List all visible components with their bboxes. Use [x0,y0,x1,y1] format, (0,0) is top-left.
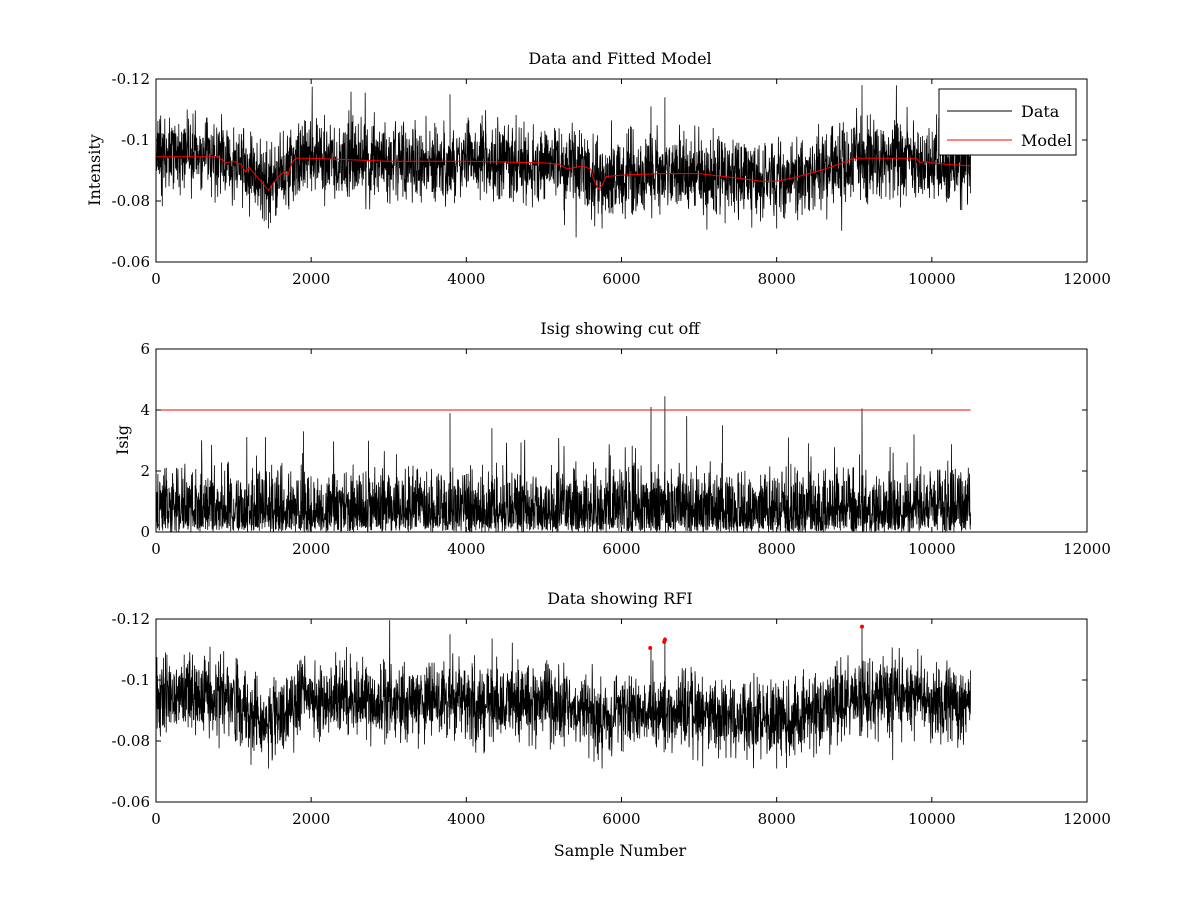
x-tick-label: 6000 [602,540,640,558]
y-tick-label: -0.12 [112,610,150,628]
x-tick-label: 12000 [1063,540,1111,558]
plot-area: 0 2000 4000 6000 8000 10000 12000 0 2 4 6 [140,340,1110,558]
x-tick-label: 4000 [447,810,485,828]
y-tick-label: -0.06 [112,793,150,811]
panel-title: Isig showing cut off [540,319,701,338]
x-tick-label: 10000 [908,270,956,288]
rfi-marker [860,624,865,629]
x-tick-label: 10000 [908,540,956,558]
plot-area: 0 2000 4000 6000 8000 10000 12000 -0.06 -0.08 -0.… [112,70,1111,288]
x-tick-label: 6000 [602,270,640,288]
x-tick-label: 2000 [292,810,330,828]
series-line-data [156,620,971,769]
x-tick-label: 0 [151,270,161,288]
y-tick-label: 0 [140,523,150,541]
panel-isig-showing-cut-off: Isig showing cut off Isig 0 2000 4000 6000 8… [113,319,1111,558]
x-tick-label: 8000 [758,810,796,828]
plot-area: 0 2000 4000 6000 8000 10000 12000 -0.06 -0.08 -0.… [112,610,1111,828]
y-tick-label: 2 [140,462,150,480]
x-tick-label: 0 [151,810,161,828]
y-tick-label: -0.1 [121,671,150,689]
y-tick-label: -0.08 [112,732,150,750]
x-tick-label: 2000 [292,540,330,558]
y-tick-label: 4 [140,401,150,419]
panel-title: Data and Fitted Model [528,49,711,68]
y-axis-label: Isig [113,425,132,455]
y-tick-label: 6 [140,340,150,358]
series-group [156,396,971,532]
x-tick-label: 2000 [292,270,330,288]
legend-label-model: Model [1021,131,1072,150]
rfi-marker [648,645,653,650]
y-axis-label: Intensity [85,134,104,206]
series-line-model [156,156,971,192]
legend: Data Model [938,88,1077,156]
x-tick-label: 12000 [1063,810,1111,828]
series-group [156,85,971,238]
x-tick-label: 8000 [758,540,796,558]
x-tick-label: 0 [151,540,161,558]
legend-label-data: Data [1021,102,1060,121]
legend-box [938,88,1077,156]
x-tick-label: 4000 [447,540,485,558]
series-line-isig [156,396,971,532]
rfi-marker [662,637,667,642]
series-line-data [156,85,971,238]
y-tick-label: -0.06 [112,253,150,271]
panel-data-showing-rfi: Data showing RFI Sample Number 0 2000 4000… [112,589,1111,860]
series-group [156,620,971,769]
x-tick-label: 4000 [447,270,485,288]
y-tick-label: -0.08 [112,192,150,210]
y-tick-label: -0.12 [112,70,150,88]
x-tick-label: 8000 [758,270,796,288]
x-tick-label: 10000 [908,810,956,828]
x-tick-label: 6000 [602,810,640,828]
x-tick-label: 12000 [1063,270,1111,288]
panel-title: Data showing RFI [547,589,692,608]
panel-data-and-fitted-model: Data and Fitted Model Intensity 0 2000 400… [85,49,1111,288]
x-axis-label: Sample Number [554,841,687,860]
y-tick-label: -0.1 [121,131,150,149]
